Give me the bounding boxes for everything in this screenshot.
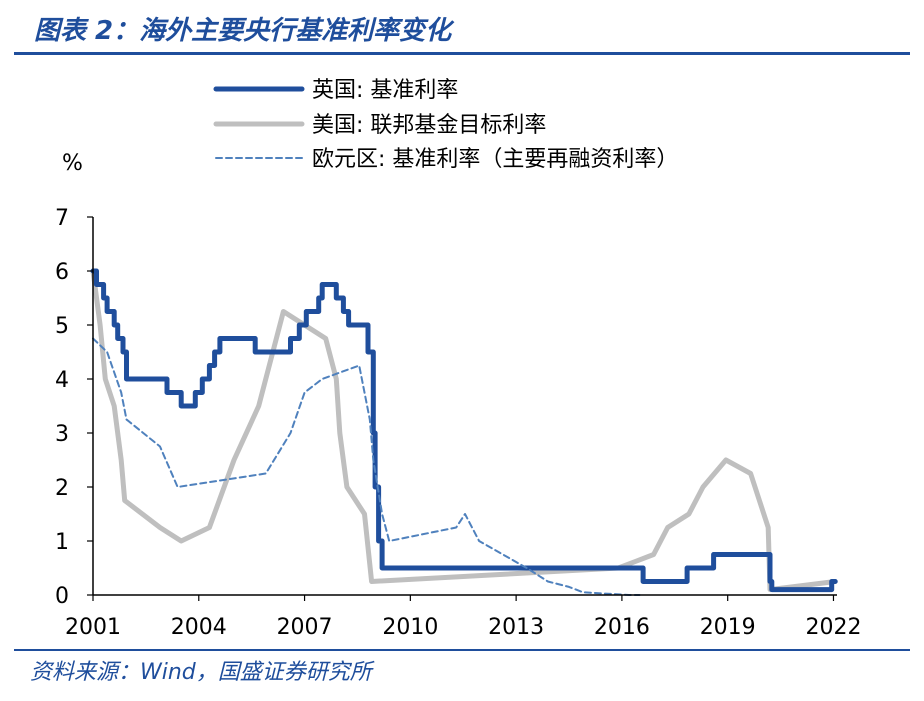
source-note: 资料来源：Wind，国盛证券研究所 bbox=[30, 660, 372, 685]
y-tick-label: 5 bbox=[55, 314, 69, 339]
x-tick-label: 2007 bbox=[277, 615, 333, 640]
x-tick-label: 2022 bbox=[805, 615, 861, 640]
legend-label-ecb: 欧元区: 基准利率（主要再融资利率） bbox=[312, 147, 678, 172]
axes: 0 1 2 3 4 5 6 7 2001 2004 2007 2010 2013 2016 2019 2022 bbox=[55, 206, 861, 640]
title-rule bbox=[14, 52, 910, 55]
x-tick-label: 2013 bbox=[488, 615, 544, 640]
legend-label-uk: 英国: 基准利率 bbox=[312, 78, 458, 103]
series-line-ecb bbox=[92, 337, 641, 596]
y-tick-label: 3 bbox=[55, 422, 69, 447]
x-tick-label: 2019 bbox=[700, 615, 756, 640]
y-tick-label: 6 bbox=[55, 260, 69, 285]
y-tick-label: 0 bbox=[55, 584, 69, 609]
series-line-us bbox=[90, 268, 838, 593]
chart-title: 图表 2：海外主要央行基准利率变化 bbox=[34, 16, 452, 46]
x-tick-label: 2010 bbox=[382, 615, 438, 640]
y-unit-label: % bbox=[62, 151, 83, 176]
x-tick-label: 2016 bbox=[594, 615, 650, 640]
y-tick-label: 1 bbox=[55, 530, 69, 555]
legend-label-us: 美国: 联邦基金目标利率 bbox=[312, 113, 546, 138]
source-rule bbox=[14, 649, 910, 651]
x-tick-label: 2001 bbox=[65, 615, 121, 640]
y-tick-label: 2 bbox=[55, 476, 69, 501]
series-line-uk bbox=[90, 268, 838, 593]
series-layer bbox=[90, 268, 838, 596]
y-tick-label: 7 bbox=[55, 206, 69, 231]
y-tick-label: 4 bbox=[55, 368, 69, 393]
x-tick-label: 2004 bbox=[171, 615, 227, 640]
